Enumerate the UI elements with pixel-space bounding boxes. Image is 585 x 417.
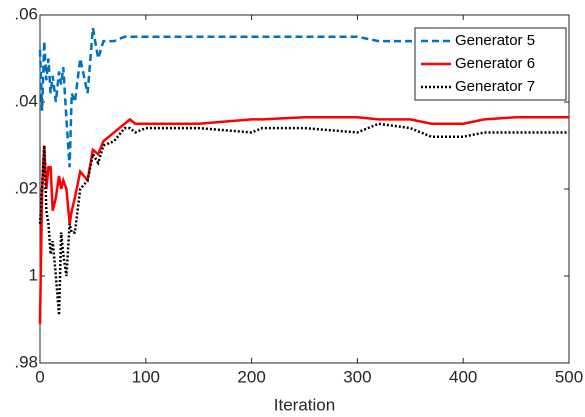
series-line: [38, 122, 569, 316]
legend-label: Generator 6: [455, 55, 535, 72]
y-tick-label: .98: [14, 352, 38, 371]
x-axis-label: Iteration: [274, 395, 335, 414]
series-line: [38, 115, 569, 324]
y-tick-label: .06: [14, 4, 38, 23]
legend-label: Generator 7: [455, 78, 535, 95]
x-tick-label: 100: [132, 367, 160, 386]
series-line: [38, 27, 570, 168]
y-tick-label: .02: [14, 178, 38, 197]
x-tick-label: 0: [35, 367, 44, 386]
x-tick-label: 500: [555, 367, 583, 386]
legend-label: Generator 5: [455, 32, 535, 49]
y-tick-label: 1: [29, 265, 38, 284]
legend: Generator 5 Generator 6 Generator 7: [414, 27, 567, 101]
x-tick-label: 400: [449, 367, 477, 386]
x-tick-label: 200: [237, 367, 265, 386]
x-tick-label: 300: [343, 367, 371, 386]
y-tick-label: .04: [14, 91, 38, 110]
